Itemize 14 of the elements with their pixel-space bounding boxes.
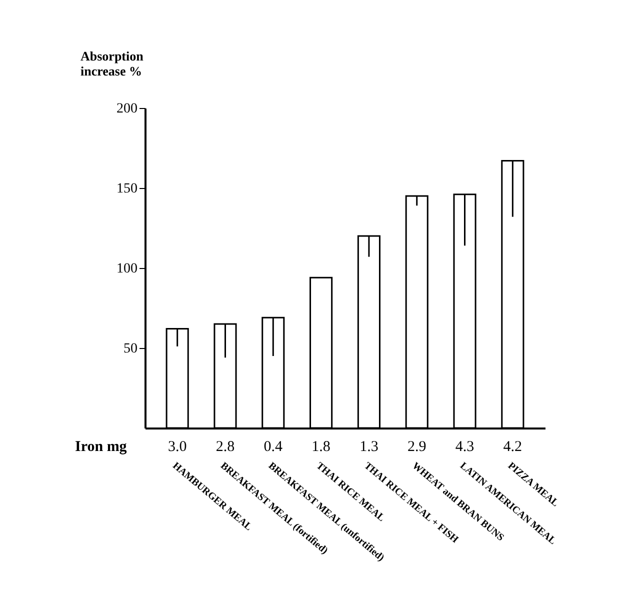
y-tick-label: 50: [124, 342, 138, 356]
text: 3.0: [168, 439, 187, 455]
text: 4.2: [503, 439, 522, 455]
text: 4.3: [455, 439, 474, 455]
text: 2.8: [216, 439, 235, 455]
y-tick-label: 200: [116, 102, 138, 116]
y-axis-title: Absorption increase %: [80, 48, 144, 78]
text: 0.4: [264, 439, 284, 455]
text: 1.3: [360, 439, 378, 455]
text: 2.9: [407, 439, 426, 455]
y-tick-label: 100: [116, 262, 138, 276]
y-tick-label: 150: [116, 182, 138, 196]
text: Iron mg: [75, 439, 128, 455]
text: 1.8: [312, 439, 330, 455]
